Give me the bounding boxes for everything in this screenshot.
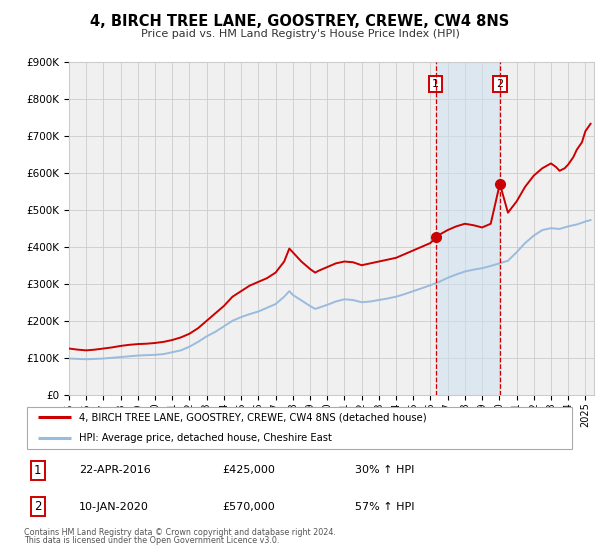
FancyBboxPatch shape [27,407,572,449]
Text: 1: 1 [34,464,41,477]
Text: This data is licensed under the Open Government Licence v3.0.: This data is licensed under the Open Gov… [24,536,280,545]
Text: £425,000: £425,000 [223,465,275,475]
Text: Price paid vs. HM Land Registry's House Price Index (HPI): Price paid vs. HM Land Registry's House … [140,29,460,39]
Text: 2: 2 [34,500,41,513]
Text: 57% ↑ HPI: 57% ↑ HPI [355,502,415,511]
Text: 4, BIRCH TREE LANE, GOOSTREY, CREWE, CW4 8NS (detached house): 4, BIRCH TREE LANE, GOOSTREY, CREWE, CW4… [79,412,427,422]
Text: 2: 2 [496,79,503,89]
Text: 4, BIRCH TREE LANE, GOOSTREY, CREWE, CW4 8NS: 4, BIRCH TREE LANE, GOOSTREY, CREWE, CW4… [91,14,509,29]
Text: 10-JAN-2020: 10-JAN-2020 [79,502,149,511]
Text: HPI: Average price, detached house, Cheshire East: HPI: Average price, detached house, Ches… [79,433,332,444]
Text: £570,000: £570,000 [223,502,275,511]
Bar [436,62,500,395]
Text: Contains HM Land Registry data © Crown copyright and database right 2024.: Contains HM Land Registry data © Crown c… [24,528,336,536]
Text: 1: 1 [433,79,439,89]
Text: 22-APR-2016: 22-APR-2016 [79,465,151,475]
Text: 30% ↑ HPI: 30% ↑ HPI [355,465,415,475]
